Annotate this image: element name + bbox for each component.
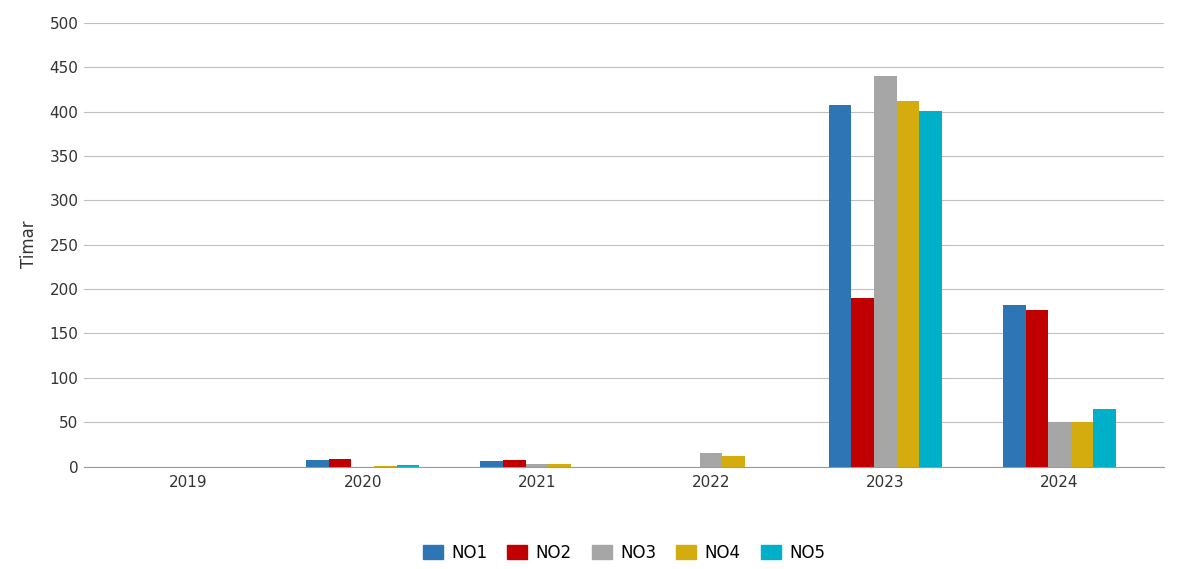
- Bar: [503, 460, 526, 467]
- Bar: [526, 464, 548, 467]
- Bar: [919, 110, 942, 467]
- Bar: [329, 460, 352, 467]
- Bar: [829, 105, 851, 467]
- Bar: [1048, 422, 1070, 467]
- Bar: [896, 101, 919, 467]
- Bar: [306, 460, 329, 467]
- Bar: [700, 453, 722, 467]
- Bar: [851, 298, 874, 467]
- Bar: [548, 464, 571, 467]
- Bar: [1003, 305, 1026, 467]
- Bar: [1070, 422, 1093, 467]
- Bar: [1093, 409, 1116, 467]
- Bar: [480, 461, 503, 467]
- Bar: [1026, 310, 1048, 467]
- Bar: [397, 465, 419, 467]
- Bar: [374, 465, 397, 467]
- Y-axis label: Timar: Timar: [20, 221, 38, 269]
- Legend: NO1, NO2, NO3, NO4, NO5: NO1, NO2, NO3, NO4, NO5: [416, 537, 832, 568]
- Bar: [874, 76, 896, 467]
- Bar: [722, 456, 745, 467]
